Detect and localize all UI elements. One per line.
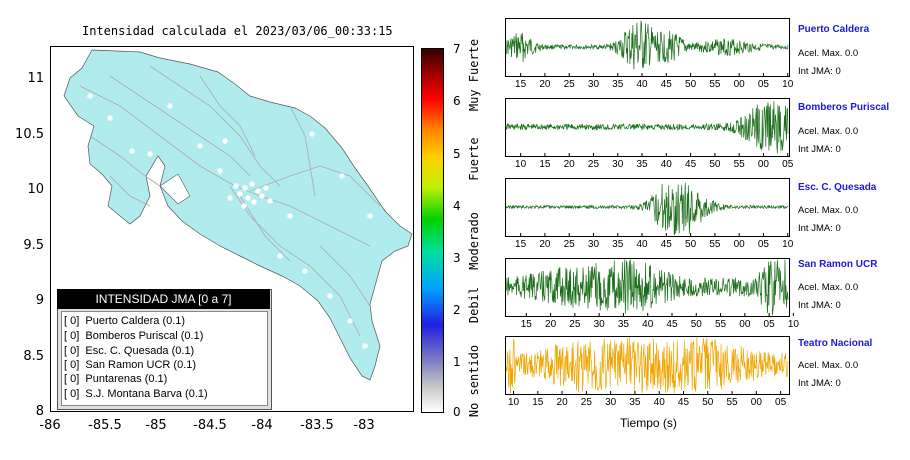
colorbar-tick: 6 — [453, 94, 461, 108]
map-y-tick: 10 — [27, 182, 44, 197]
map-x-tick: -85.5 — [88, 418, 122, 433]
seismogram-2 — [505, 98, 790, 157]
map-y-tick: 8 — [35, 404, 44, 419]
map-x-tick: -85 — [145, 418, 167, 433]
colorbar-tick: 4 — [453, 199, 461, 213]
seismogram-frame — [505, 258, 790, 317]
station-int: Int JMA: 0 — [798, 223, 841, 234]
station-acel: Acel. Max. 0.0 — [798, 205, 859, 216]
map-x-tick: -84 — [251, 418, 273, 433]
seismogram-panels — [505, 18, 794, 395]
legend-item: [ 0] S.J. Montana Barva (0.1) — [64, 388, 208, 400]
map-x-tick: -84.5 — [193, 418, 227, 433]
map-y-tick: 10.5 — [15, 127, 44, 142]
map-title: Intensidad calculada el 2023/03/06_00:33… — [82, 24, 393, 38]
legend-item: [ 0] San Ramon UCR (0.1) — [64, 359, 197, 371]
colorbar-name: No sentido — [467, 344, 481, 418]
station-points — [87, 93, 383, 349]
station-acel: Acel. Max. 0.0 — [798, 282, 859, 293]
road-network — [79, 65, 381, 337]
intensity-colorbar — [421, 48, 444, 413]
station-int: Int JMA: 0 — [798, 300, 841, 311]
seismogram-1 — [505, 18, 790, 77]
legend-item: [ 0] Puntarenas (0.1) — [64, 373, 168, 385]
costa-rica-landmass — [63, 49, 413, 381]
seismogram-4 — [505, 258, 794, 317]
map-y-tick: 9 — [35, 293, 44, 308]
legend-list — [61, 311, 268, 406]
colorbar-tick: 1 — [453, 355, 461, 369]
map-x-tick: -86 — [39, 418, 61, 433]
legend-item: [ 0] Esc. C. Quesada (0.1) — [64, 345, 195, 357]
colorbar-tick: 3 — [453, 251, 461, 265]
station-name: Puerto Caldera — [798, 24, 870, 35]
station-acel: Acel. Max. 0.0 — [798, 48, 859, 59]
seismogram-5 — [505, 336, 790, 395]
map-y-tick: 8.5 — [23, 349, 44, 364]
station-name: San Ramon UCR — [798, 259, 878, 270]
map-y-tick: 9.5 — [23, 238, 44, 253]
map-x-tick: -83 — [353, 418, 375, 433]
station-int: Int JMA: 0 — [798, 144, 841, 155]
colorbar-tick: 2 — [453, 303, 461, 317]
station-int: Int JMA: 0 — [798, 378, 841, 389]
colorbar-name: Fuerte — [467, 137, 481, 181]
colorbar-tick: 0 — [453, 405, 461, 419]
seismogram-3 — [505, 178, 790, 237]
station-acel: Acel. Max. 0.0 — [798, 360, 859, 371]
station-int: Int JMA: 0 — [798, 66, 841, 77]
legend-item: [ 0] Bomberos Puriscal (0.1) — [64, 330, 204, 342]
waveform-line — [505, 101, 789, 154]
colorbar-tick: 5 — [453, 147, 461, 161]
waveform-line — [505, 259, 789, 316]
legend-item: [ 0] Puerto Caldera (0.1) — [64, 315, 186, 327]
station-name: Esc. C. Quesada — [798, 182, 877, 193]
colorbar-name: Debil — [467, 286, 481, 324]
x-axis-label: Tiempo (s) — [620, 416, 677, 430]
station-acel: Acel. Max. 0.0 — [798, 126, 859, 137]
station-name: Bomberos Puriscal — [798, 102, 890, 113]
legend-title: INTENSIDAD JMA [0 a 7] — [57, 289, 270, 309]
waveform-line — [505, 182, 789, 236]
station-name: Teatro Nacional — [798, 338, 873, 349]
waveform-line — [505, 20, 789, 70]
waveform-line — [505, 336, 789, 394]
colorbar-tick: 7 — [453, 42, 461, 56]
map-x-tick: -83.5 — [300, 418, 334, 433]
map-y-tick: 11 — [27, 71, 44, 86]
colorbar-name: Muy Fuerte — [467, 38, 481, 112]
